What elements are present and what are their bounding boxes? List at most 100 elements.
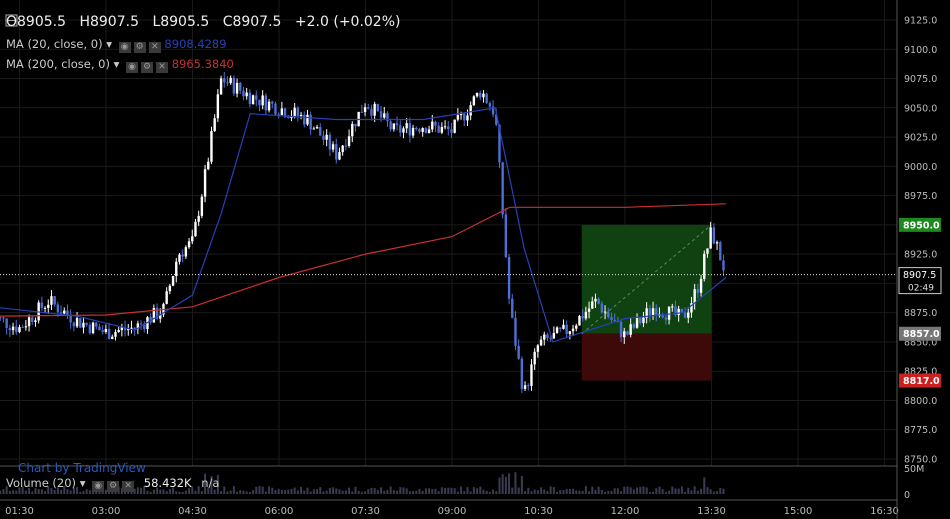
candle-body	[107, 328, 111, 340]
close-icon[interactable]: ✕	[122, 481, 135, 492]
target-price-tag-bg	[899, 217, 941, 232]
candle-body	[491, 106, 495, 115]
candle-body	[447, 126, 450, 130]
candle-body	[338, 152, 341, 160]
gear-icon[interactable]: ⚙	[107, 481, 120, 492]
x-tick-label: 01:30	[5, 506, 34, 517]
volume-bar	[466, 487, 469, 494]
candle-body	[0, 317, 2, 319]
chevron-down-icon[interactable]: ▾	[106, 37, 113, 51]
candle-body	[680, 308, 684, 313]
candle-body	[255, 95, 258, 100]
close-icon[interactable]: ✕	[148, 42, 161, 53]
volume-bar	[229, 490, 232, 494]
collapse-icon	[5, 14, 18, 27]
volume-bar	[380, 487, 383, 494]
countdown-label: 02:49	[908, 284, 934, 294]
volume-bar	[485, 490, 488, 494]
volume-bar	[671, 486, 674, 494]
volume-bar	[562, 490, 565, 494]
ma200-line	[0, 203, 726, 317]
volume-bar	[284, 490, 287, 494]
candle-body	[8, 327, 12, 331]
volume-bar	[600, 490, 603, 494]
candle-body	[632, 324, 636, 328]
volume-bar	[456, 491, 459, 494]
volume-bar	[639, 486, 642, 494]
tradingview-watermark[interactable]: Chart by TradingView	[18, 461, 146, 475]
volume-bar	[706, 487, 709, 494]
volume-bar	[252, 490, 255, 494]
candle-body	[226, 82, 229, 84]
candle-body	[674, 306, 677, 315]
candle-body	[181, 254, 184, 257]
candle-body	[402, 128, 405, 133]
ma200-legend[interactable]: MA (200, close, 0) ▾ ◉ ⚙ ✕ 8965.3840	[6, 57, 234, 73]
entry-price-tag: 8857.0	[903, 329, 940, 340]
volume-bar	[712, 491, 715, 494]
volume-bar	[565, 489, 568, 494]
volume-bar	[204, 473, 207, 494]
volume-bar	[498, 477, 501, 494]
candle-body	[104, 328, 108, 333]
volume-bar	[53, 489, 56, 494]
candle-body	[690, 303, 693, 313]
candle-body	[24, 326, 28, 328]
candle-body	[399, 125, 402, 133]
ma20-legend[interactable]: MA (20, close, 0) ▾ ◉ ⚙ ✕ 8908.4289	[6, 37, 227, 53]
candle-body	[229, 77, 232, 84]
volume-bar	[386, 489, 389, 494]
candle-body	[443, 126, 447, 128]
volume-bar	[72, 487, 75, 494]
volume-bar	[277, 488, 280, 494]
candle-body	[152, 307, 156, 323]
candle-body	[306, 114, 309, 125]
eye-icon[interactable]: ◉	[126, 62, 139, 73]
candle-body	[450, 129, 453, 133]
volume-bar	[632, 489, 635, 494]
candle-body	[322, 135, 325, 140]
candle-body	[383, 113, 386, 118]
close-icon[interactable]: ✕	[156, 62, 169, 73]
volume-extra: n/a	[201, 476, 220, 490]
candle-body	[88, 324, 92, 334]
candle-body	[114, 332, 117, 337]
chevron-down-icon[interactable]: ▾	[113, 57, 120, 71]
volume-bar	[120, 487, 123, 494]
volume-bar	[364, 491, 367, 494]
volume-legend[interactable]: Volume (20) ▾ ◉ ⚙ ✕ 58.432K n/a	[6, 476, 219, 492]
candle-body	[587, 308, 591, 312]
candle-body	[79, 318, 82, 328]
volume-bar	[626, 486, 629, 494]
candle-body	[47, 304, 50, 308]
candle-body	[187, 241, 191, 248]
candle-body	[149, 317, 152, 323]
chevron-down-icon[interactable]: ▾	[79, 476, 86, 490]
y-tick-label: 9000.0	[904, 162, 937, 173]
candle-body	[367, 107, 370, 109]
volume-bar	[2, 489, 5, 494]
eye-icon[interactable]: ◉	[92, 481, 105, 492]
candle-body	[386, 113, 389, 122]
volume-bar	[620, 491, 623, 494]
volume-bar	[536, 490, 539, 494]
gear-icon[interactable]: ⚙	[133, 42, 146, 53]
volume-bar	[568, 489, 571, 494]
volume-bar	[488, 491, 491, 494]
candle-body	[27, 317, 31, 327]
candle-body	[287, 117, 290, 119]
candle-body	[360, 111, 364, 113]
volume-bar	[261, 486, 264, 494]
candle-body	[11, 326, 15, 331]
volume-bar	[696, 490, 699, 494]
volume-bar	[341, 490, 344, 494]
candle-body	[194, 221, 197, 237]
x-tick-label: 03:00	[92, 506, 121, 517]
volume-bar	[344, 490, 347, 494]
gear-icon[interactable]: ⚙	[141, 62, 154, 73]
candle-body	[703, 253, 706, 279]
ohlc-legend: O8905.5 H8907.5 L8905.5 C8907.5 +2.0 (+0…	[6, 14, 409, 30]
eye-icon[interactable]: ◉	[118, 42, 131, 53]
volume-bar	[501, 474, 504, 494]
